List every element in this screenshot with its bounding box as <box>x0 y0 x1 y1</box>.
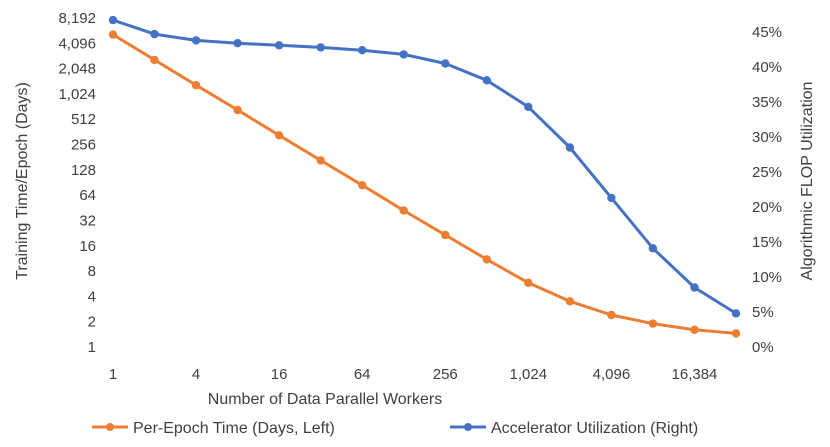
left-y-tick-label: 2 <box>88 314 96 331</box>
x-tick-label: 4 <box>192 366 200 383</box>
data-point-accelerator-utilization-right <box>690 283 699 292</box>
legend-label-per-epoch-time: Per-Epoch Time (Days, Left) <box>133 420 335 437</box>
right-y-tick-label: 25% <box>752 164 782 181</box>
data-point-accelerator-utilization-right <box>191 36 201 45</box>
data-point-accelerator-utilization-right <box>274 41 284 50</box>
data-point-per-epoch-time-days-left <box>399 206 408 215</box>
right-y-tick-label: 5% <box>752 304 774 321</box>
data-point-per-epoch-time-days-left <box>482 255 491 264</box>
left-y-tick-label: 1,024 <box>58 86 96 103</box>
legend-label-accelerator-utilization: Accelerator Utilization (Right) <box>491 420 698 437</box>
data-point-per-epoch-time-days-left <box>233 105 242 115</box>
series-per-epoch-time-days-left <box>108 30 741 338</box>
left-y-tick-label: 2,048 <box>58 61 96 78</box>
series-layer <box>108 15 741 338</box>
legend-item-per-epoch-time: Per-Epoch Time (Days, Left) <box>92 420 335 437</box>
data-point-accelerator-utilization-right <box>648 244 658 253</box>
left-y-tick-label: 8 <box>88 263 96 280</box>
data-point-accelerator-utilization-right <box>441 59 450 68</box>
right-y-axis-ticks: 0% 5% 10% 15% 20% 25% 30% 35% 40% 45% <box>752 24 782 356</box>
data-point-accelerator-utilization-right <box>607 193 616 203</box>
data-point-per-epoch-time-days-left <box>441 230 450 240</box>
data-point-per-epoch-time-days-left <box>316 156 325 165</box>
right-y-tick-label: 20% <box>752 199 782 216</box>
data-point-accelerator-utilization-right <box>358 46 367 55</box>
legend-marker-per-epoch-time <box>106 423 114 431</box>
data-point-accelerator-utilization-right <box>482 76 491 85</box>
legend: Per-Epoch Time (Days, Left) Accelerator … <box>92 420 698 437</box>
data-point-per-epoch-time-days-left <box>690 325 699 334</box>
data-point-accelerator-utilization-right <box>316 43 325 52</box>
data-point-per-epoch-time-days-left <box>108 30 118 39</box>
legend-marker-accelerator-utilization <box>464 423 472 431</box>
left-y-tick-label: 4,096 <box>58 35 96 52</box>
x-tick-label: 4,096 <box>593 366 631 383</box>
left-y-axis-title: Training Time/Epoch (Days) <box>14 82 31 280</box>
left-y-tick-label: 16 <box>79 238 96 255</box>
x-axis-ticks: 1 4 16 64 256 1,024 4,096 16,384 <box>109 366 718 383</box>
series-accelerator-utilization-right <box>108 15 741 318</box>
left-y-tick-label: 256 <box>71 137 96 154</box>
data-point-accelerator-utilization-right <box>108 15 118 25</box>
data-point-per-epoch-time-days-left <box>731 329 741 338</box>
data-point-accelerator-utilization-right <box>150 29 159 39</box>
data-point-accelerator-utilization-right <box>524 102 533 112</box>
data-point-accelerator-utilization-right <box>565 143 575 152</box>
left-y-tick-label: 512 <box>71 111 96 128</box>
data-point-per-epoch-time-days-left <box>150 55 159 65</box>
right-y-tick-label: 35% <box>752 94 782 111</box>
x-tick-label: 1 <box>109 366 117 383</box>
data-point-accelerator-utilization-right <box>399 50 408 59</box>
data-point-per-epoch-time-days-left <box>648 319 658 328</box>
right-y-tick-label: 0% <box>752 339 774 356</box>
data-point-per-epoch-time-days-left <box>191 81 201 90</box>
left-y-tick-label: 64 <box>79 187 96 204</box>
x-tick-label: 256 <box>433 366 458 383</box>
legend-item-accelerator-utilization: Accelerator Utilization (Right) <box>450 420 698 437</box>
left-y-tick-label: 32 <box>79 212 96 229</box>
series-line-per-epoch-time-days-left <box>111 33 738 335</box>
right-y-tick-label: 15% <box>752 234 782 251</box>
data-point-per-epoch-time-days-left <box>607 310 616 320</box>
right-y-tick-label: 30% <box>752 129 782 146</box>
right-y-axis-title: Algorithmic FLOP Utilization <box>799 82 816 281</box>
x-tick-label: 64 <box>354 366 371 383</box>
left-y-tick-label: 8,192 <box>58 10 96 27</box>
left-y-tick-label: 4 <box>88 288 96 305</box>
series-line-accelerator-utilization-right <box>111 18 738 315</box>
data-point-accelerator-utilization-right <box>731 309 741 318</box>
right-y-tick-label: 45% <box>752 24 782 41</box>
right-y-tick-label: 10% <box>752 269 782 286</box>
right-y-tick-label: 40% <box>752 59 782 76</box>
x-tick-label: 1,024 <box>510 366 548 383</box>
x-tick-label: 16,384 <box>672 366 718 383</box>
data-point-per-epoch-time-days-left <box>524 278 533 287</box>
x-tick-label: 16 <box>271 366 288 383</box>
left-y-tick-label: 1 <box>88 339 96 356</box>
data-point-per-epoch-time-days-left <box>358 181 367 190</box>
data-point-accelerator-utilization-right <box>233 39 242 48</box>
left-y-tick-label: 128 <box>71 162 96 179</box>
x-axis-title: Number of Data Parallel Workers <box>208 391 442 408</box>
left-y-axis-ticks: 1 2 4 8 16 32 64 128 256 512 1,024 2,048 4,096 8,192 <box>58 10 96 356</box>
data-point-per-epoch-time-days-left <box>565 297 575 306</box>
data-point-per-epoch-time-days-left <box>274 131 284 140</box>
